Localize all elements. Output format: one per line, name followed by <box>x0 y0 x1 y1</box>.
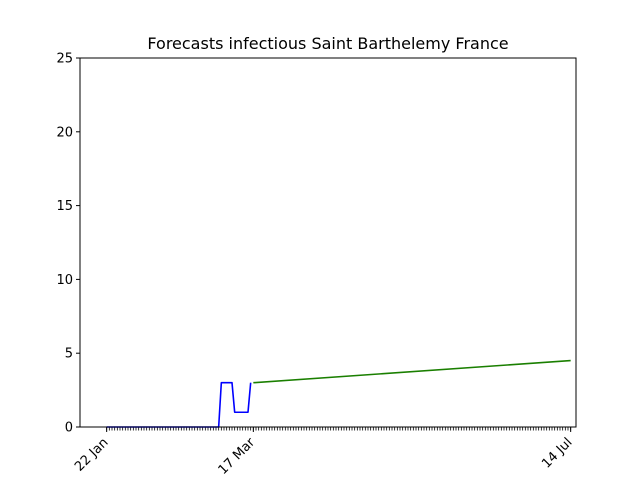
y-tick-label: 0 <box>65 421 73 436</box>
y-tick-label: 20 <box>56 125 73 140</box>
y-tick-label: 15 <box>56 199 73 214</box>
chart-title: Forecasts infectious Saint Barthelemy Fr… <box>147 34 508 53</box>
y-tick-label: 10 <box>56 273 73 288</box>
y-tick-label: 5 <box>65 347 73 362</box>
series-group <box>106 359 571 428</box>
x-tick-label: 17 Mar <box>216 435 259 478</box>
y-tick-label: 25 <box>56 52 73 67</box>
x-tick-label: 22 Jan <box>72 435 111 474</box>
series-line <box>106 381 252 428</box>
x-axis: 22 Jan 17 Mar 14 Jul <box>72 427 575 478</box>
series-line <box>253 359 571 384</box>
plot-frame <box>79 57 577 428</box>
x-tick-label: 14 Jul <box>539 435 575 471</box>
y-axis: 0 5 10 15 20 25 <box>56 52 80 436</box>
